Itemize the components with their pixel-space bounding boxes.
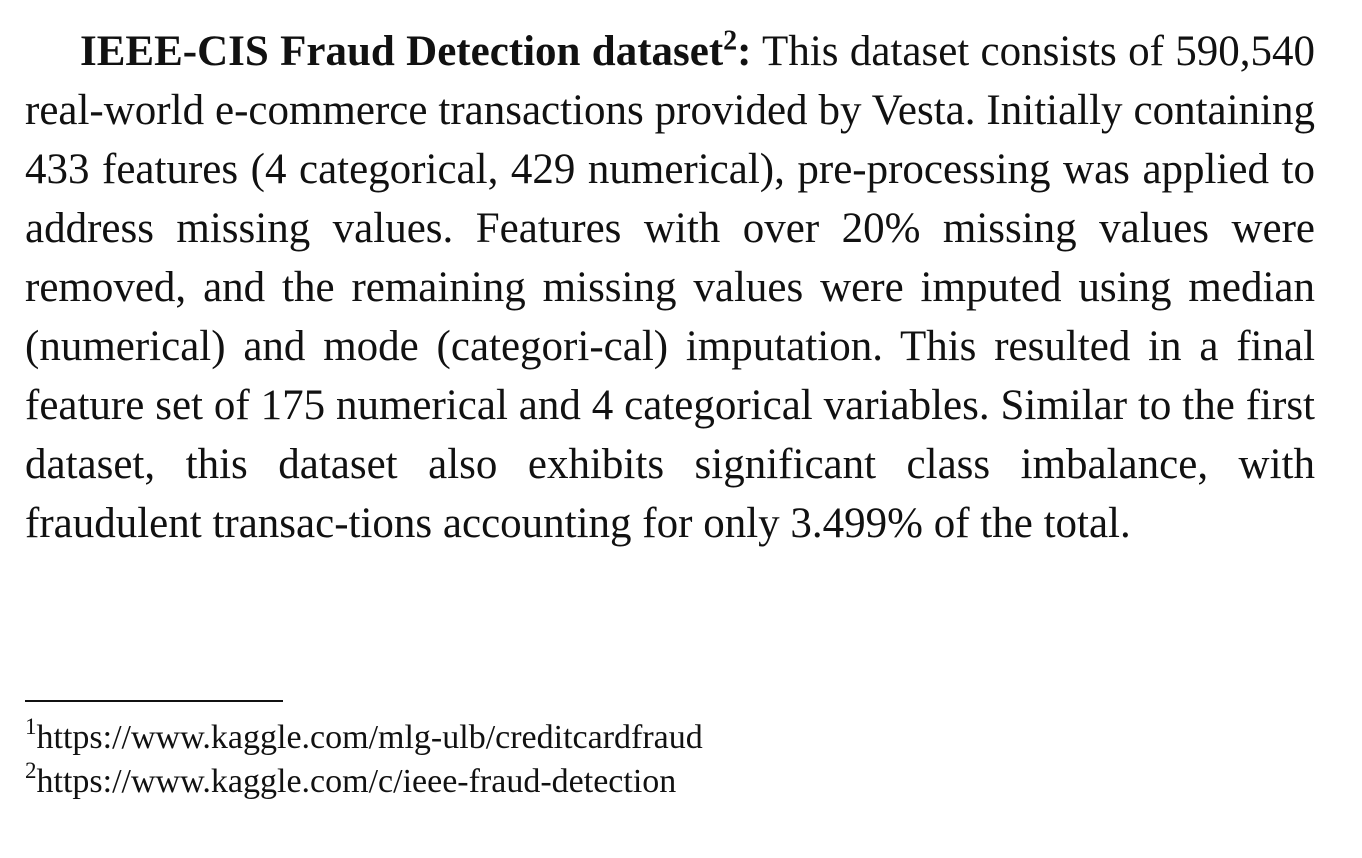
footnote-divider [25,700,283,702]
heading-text: IEEE-CIS Fraud Detection dataset [80,28,724,75]
dataset-paragraph: IEEE-CIS Fraud Detection dataset2: This … [25,22,1315,553]
paragraph-heading: IEEE-CIS Fraud Detection dataset2: [80,25,752,75]
footnotes: 1https://www.kaggle.com/mlg-ulb/creditca… [25,714,1225,804]
body-line: values were imputed using median (numeri… [25,264,1315,370]
footnote-mark: 2 [25,758,37,784]
body-line: 590,540 real-world e-commerce transactio… [25,28,1315,134]
body-line: and 4 categorical variables. Similar to … [25,382,1315,488]
heading-footnote-mark: 2 [723,25,738,57]
body-line: This dataset consists of [751,28,1164,75]
body-line: processing was applied to address missin… [25,146,1315,252]
body-line: cal) imputation. This resulted in a fina… [25,323,1316,429]
body-line: over 20% missing values were removed, an… [25,205,1315,311]
footnote-link[interactable]: https://www.kaggle.com/mlg-ulb/creditcar… [36,719,703,756]
paper-page: IEEE-CIS Fraud Detection dataset2: This … [25,22,1315,553]
body-line: also exhibits significant class imbalanc… [25,441,1316,547]
body-line: tions accounting for only 3.499% of the … [348,500,1131,547]
heading-colon: : [737,28,752,75]
body-line: Initially containing 433 features (4 cat… [25,87,1315,193]
footnote-link[interactable]: https://www.kaggle.com/c/ieee-fraud-dete… [36,763,677,800]
footnote-2: 2https://www.kaggle.com/c/ieee-fraud-det… [25,758,1225,804]
footnote-mark: 1 [25,714,37,740]
footnote-1: 1https://www.kaggle.com/mlg-ulb/creditca… [25,714,1225,760]
